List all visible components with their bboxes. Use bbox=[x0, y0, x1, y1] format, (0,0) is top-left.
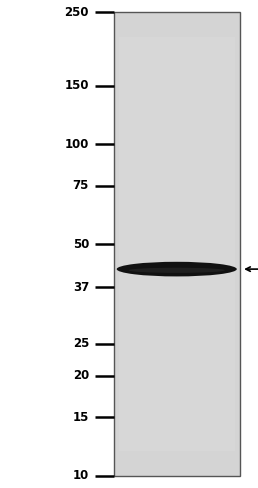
Bar bbox=[119, 37, 235, 451]
Text: 150: 150 bbox=[64, 79, 89, 92]
Ellipse shape bbox=[117, 262, 237, 276]
Text: 37: 37 bbox=[73, 281, 89, 294]
Text: 25: 25 bbox=[73, 337, 89, 350]
Bar bbox=[114, 12, 240, 476]
Text: 100: 100 bbox=[65, 138, 89, 151]
Text: 75: 75 bbox=[73, 179, 89, 192]
Text: 50: 50 bbox=[73, 238, 89, 250]
Text: 10: 10 bbox=[73, 469, 89, 482]
Text: 20: 20 bbox=[73, 369, 89, 383]
Text: 250: 250 bbox=[64, 6, 89, 19]
Text: 15: 15 bbox=[73, 411, 89, 424]
Ellipse shape bbox=[129, 268, 225, 273]
